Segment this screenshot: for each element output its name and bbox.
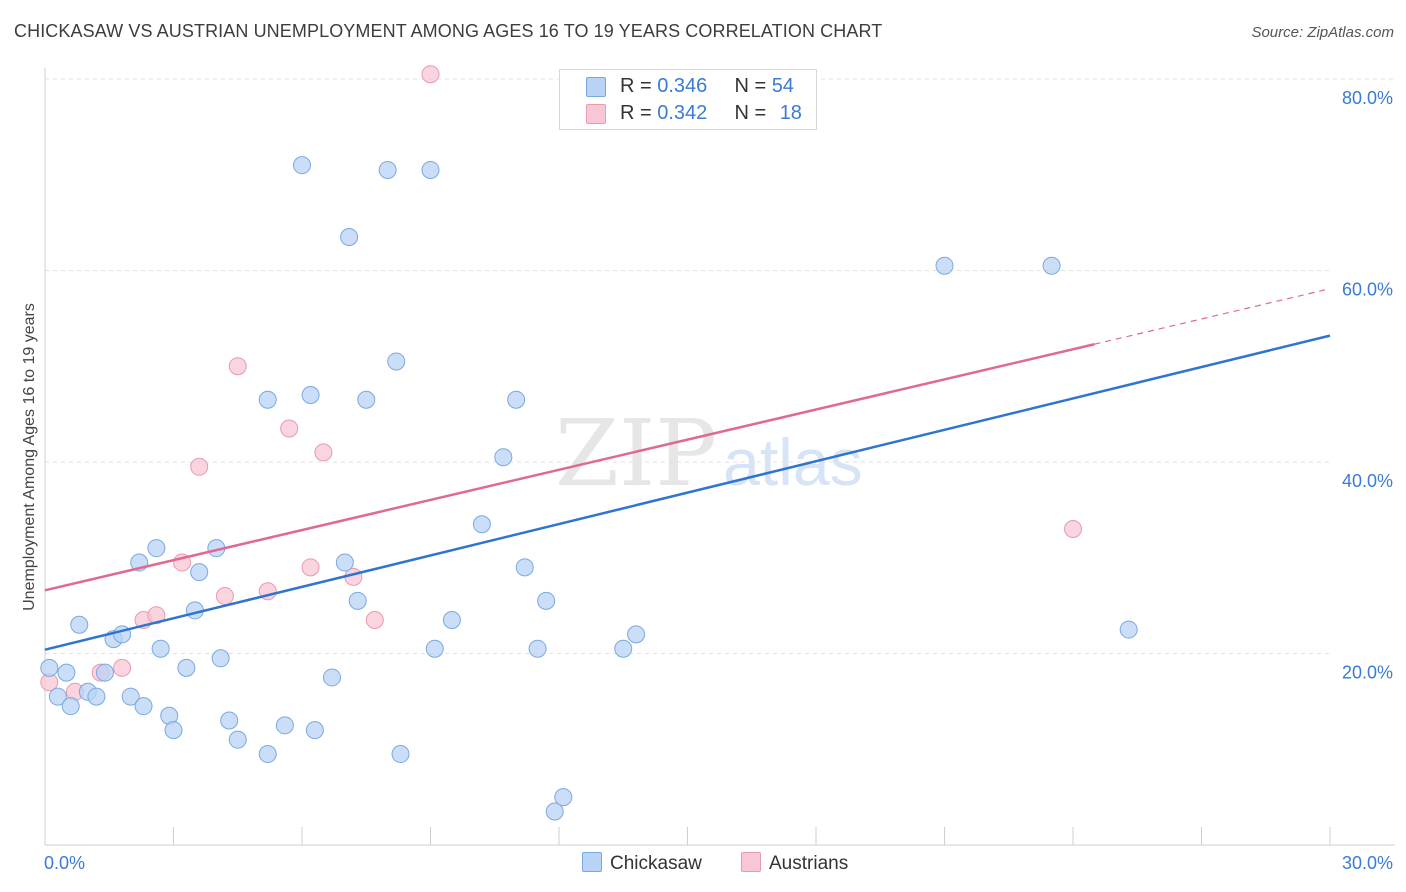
chickasaw-point bbox=[425, 639, 444, 658]
austrians-point bbox=[314, 443, 333, 462]
legend-n-value-austrians: 18 bbox=[779, 102, 802, 124]
chickasaw-point bbox=[494, 448, 513, 467]
chickasaw-point bbox=[322, 668, 341, 687]
chickasaw-point bbox=[357, 390, 376, 409]
chickasaw-point bbox=[95, 663, 114, 682]
chickasaw-point bbox=[472, 515, 491, 534]
chart-title: CHICKASAW VS AUSTRIAN UNEMPLOYMENT AMONG… bbox=[14, 21, 883, 41]
chickasaw-point bbox=[121, 687, 140, 706]
chickasaw-point bbox=[335, 553, 354, 572]
y-tick-label: 20.0% bbox=[1342, 663, 1393, 683]
chickasaw-point bbox=[301, 385, 320, 404]
y-axis-label: Unemployment Among Ages 16 to 19 years bbox=[21, 303, 38, 611]
y-tick-label: 80.0% bbox=[1342, 88, 1393, 108]
legend-swatch-austrians bbox=[586, 104, 606, 124]
x-tick-label: 30.0% bbox=[1342, 853, 1393, 873]
chickasaw-point bbox=[545, 802, 564, 821]
chickasaw-point bbox=[177, 658, 196, 677]
chickasaw-point bbox=[258, 745, 277, 764]
chickasaw-point bbox=[537, 591, 556, 610]
chickasaw-point bbox=[275, 716, 294, 735]
y-tick-label: 40.0% bbox=[1342, 471, 1393, 491]
chickasaw-point bbox=[528, 639, 547, 658]
chickasaw-point bbox=[1119, 620, 1138, 639]
watermark-zip: ZIP bbox=[555, 400, 718, 507]
chickasaw-point bbox=[190, 563, 209, 582]
chickasaw-point bbox=[935, 256, 954, 275]
legend-r-label: R = bbox=[620, 102, 652, 124]
legend-stats-chickasaw: R = 0.346 N = 54 bbox=[620, 75, 794, 98]
chickasaw-point bbox=[151, 639, 170, 658]
chickasaw-point bbox=[340, 227, 359, 246]
chickasaw-point bbox=[134, 697, 153, 716]
chickasaw-point bbox=[421, 160, 440, 179]
chickasaw-point bbox=[348, 591, 367, 610]
chickasaw-point bbox=[515, 558, 534, 577]
chickasaw-point bbox=[614, 639, 633, 658]
chickasaw-trend-line bbox=[44, 334, 1331, 651]
chickasaw-point bbox=[293, 156, 311, 175]
bottom-legend-chickasaw: Chickasaw bbox=[582, 852, 702, 875]
chickasaw-point bbox=[378, 160, 397, 179]
chickasaw-point bbox=[40, 658, 59, 677]
chickasaw-point bbox=[258, 390, 277, 409]
x-tick-label: 0.0% bbox=[44, 853, 85, 873]
austrians-point bbox=[1064, 520, 1082, 539]
chickasaw-point bbox=[70, 615, 89, 634]
y-tick-label: 60.0% bbox=[1342, 280, 1393, 300]
chickasaw-point bbox=[305, 721, 324, 740]
legend-r-label: R = bbox=[620, 75, 652, 97]
chickasaw-point bbox=[147, 539, 166, 558]
chickasaw-point bbox=[554, 788, 573, 807]
legend-swatch-chickasaw bbox=[586, 77, 606, 97]
legend-n-label: N = bbox=[734, 102, 767, 124]
austrians-point bbox=[421, 65, 440, 84]
austrians-trend-extension bbox=[1094, 288, 1331, 345]
austrians-point bbox=[215, 587, 234, 606]
bottom-legend-swatch-chickasaw bbox=[582, 852, 602, 872]
legend-stats-austrians: R = 0.342 N = 18 bbox=[620, 102, 802, 125]
chickasaw-point bbox=[57, 663, 76, 682]
chickasaw-point bbox=[228, 730, 247, 749]
bottom-legend-swatch-austrians bbox=[741, 852, 761, 872]
chickasaw-point bbox=[87, 687, 106, 706]
chickasaw-point bbox=[211, 649, 230, 668]
chickasaw-point bbox=[387, 352, 406, 371]
legend-n-value-chickasaw: 54 bbox=[771, 75, 794, 97]
bottom-legend-label-austrians: Austrians bbox=[769, 853, 849, 874]
austrians-point bbox=[190, 457, 209, 476]
legend-r-value-chickasaw: 0.346 bbox=[657, 75, 708, 97]
chickasaw-point bbox=[48, 687, 67, 706]
austrians-point bbox=[365, 610, 384, 629]
source-credit: Source: ZipAtlas.com bbox=[1251, 24, 1394, 41]
austrians-point bbox=[228, 357, 247, 376]
austrians-point bbox=[113, 658, 132, 677]
chickasaw-point bbox=[442, 610, 461, 629]
bottom-legend-label-chickasaw: Chickasaw bbox=[610, 853, 702, 874]
chickasaw-point bbox=[61, 697, 80, 716]
chickasaw-point bbox=[220, 711, 239, 730]
bottom-legend-austrians: Austrians bbox=[741, 852, 848, 875]
chickasaw-point bbox=[627, 625, 646, 644]
chickasaw-point bbox=[507, 390, 526, 409]
chickasaw-point bbox=[1042, 256, 1061, 275]
austrians-point bbox=[280, 419, 299, 438]
austrians-point bbox=[301, 558, 320, 577]
legend-r-value-austrians: 0.342 bbox=[657, 102, 708, 124]
chickasaw-point bbox=[164, 721, 183, 740]
correlation-legend: R = 0.346 N = 54 R = 0.342 N = 18 bbox=[559, 69, 817, 130]
legend-n-label: N = bbox=[734, 75, 767, 97]
chickasaw-point bbox=[391, 745, 410, 764]
austrians-trend-line bbox=[44, 343, 1095, 592]
